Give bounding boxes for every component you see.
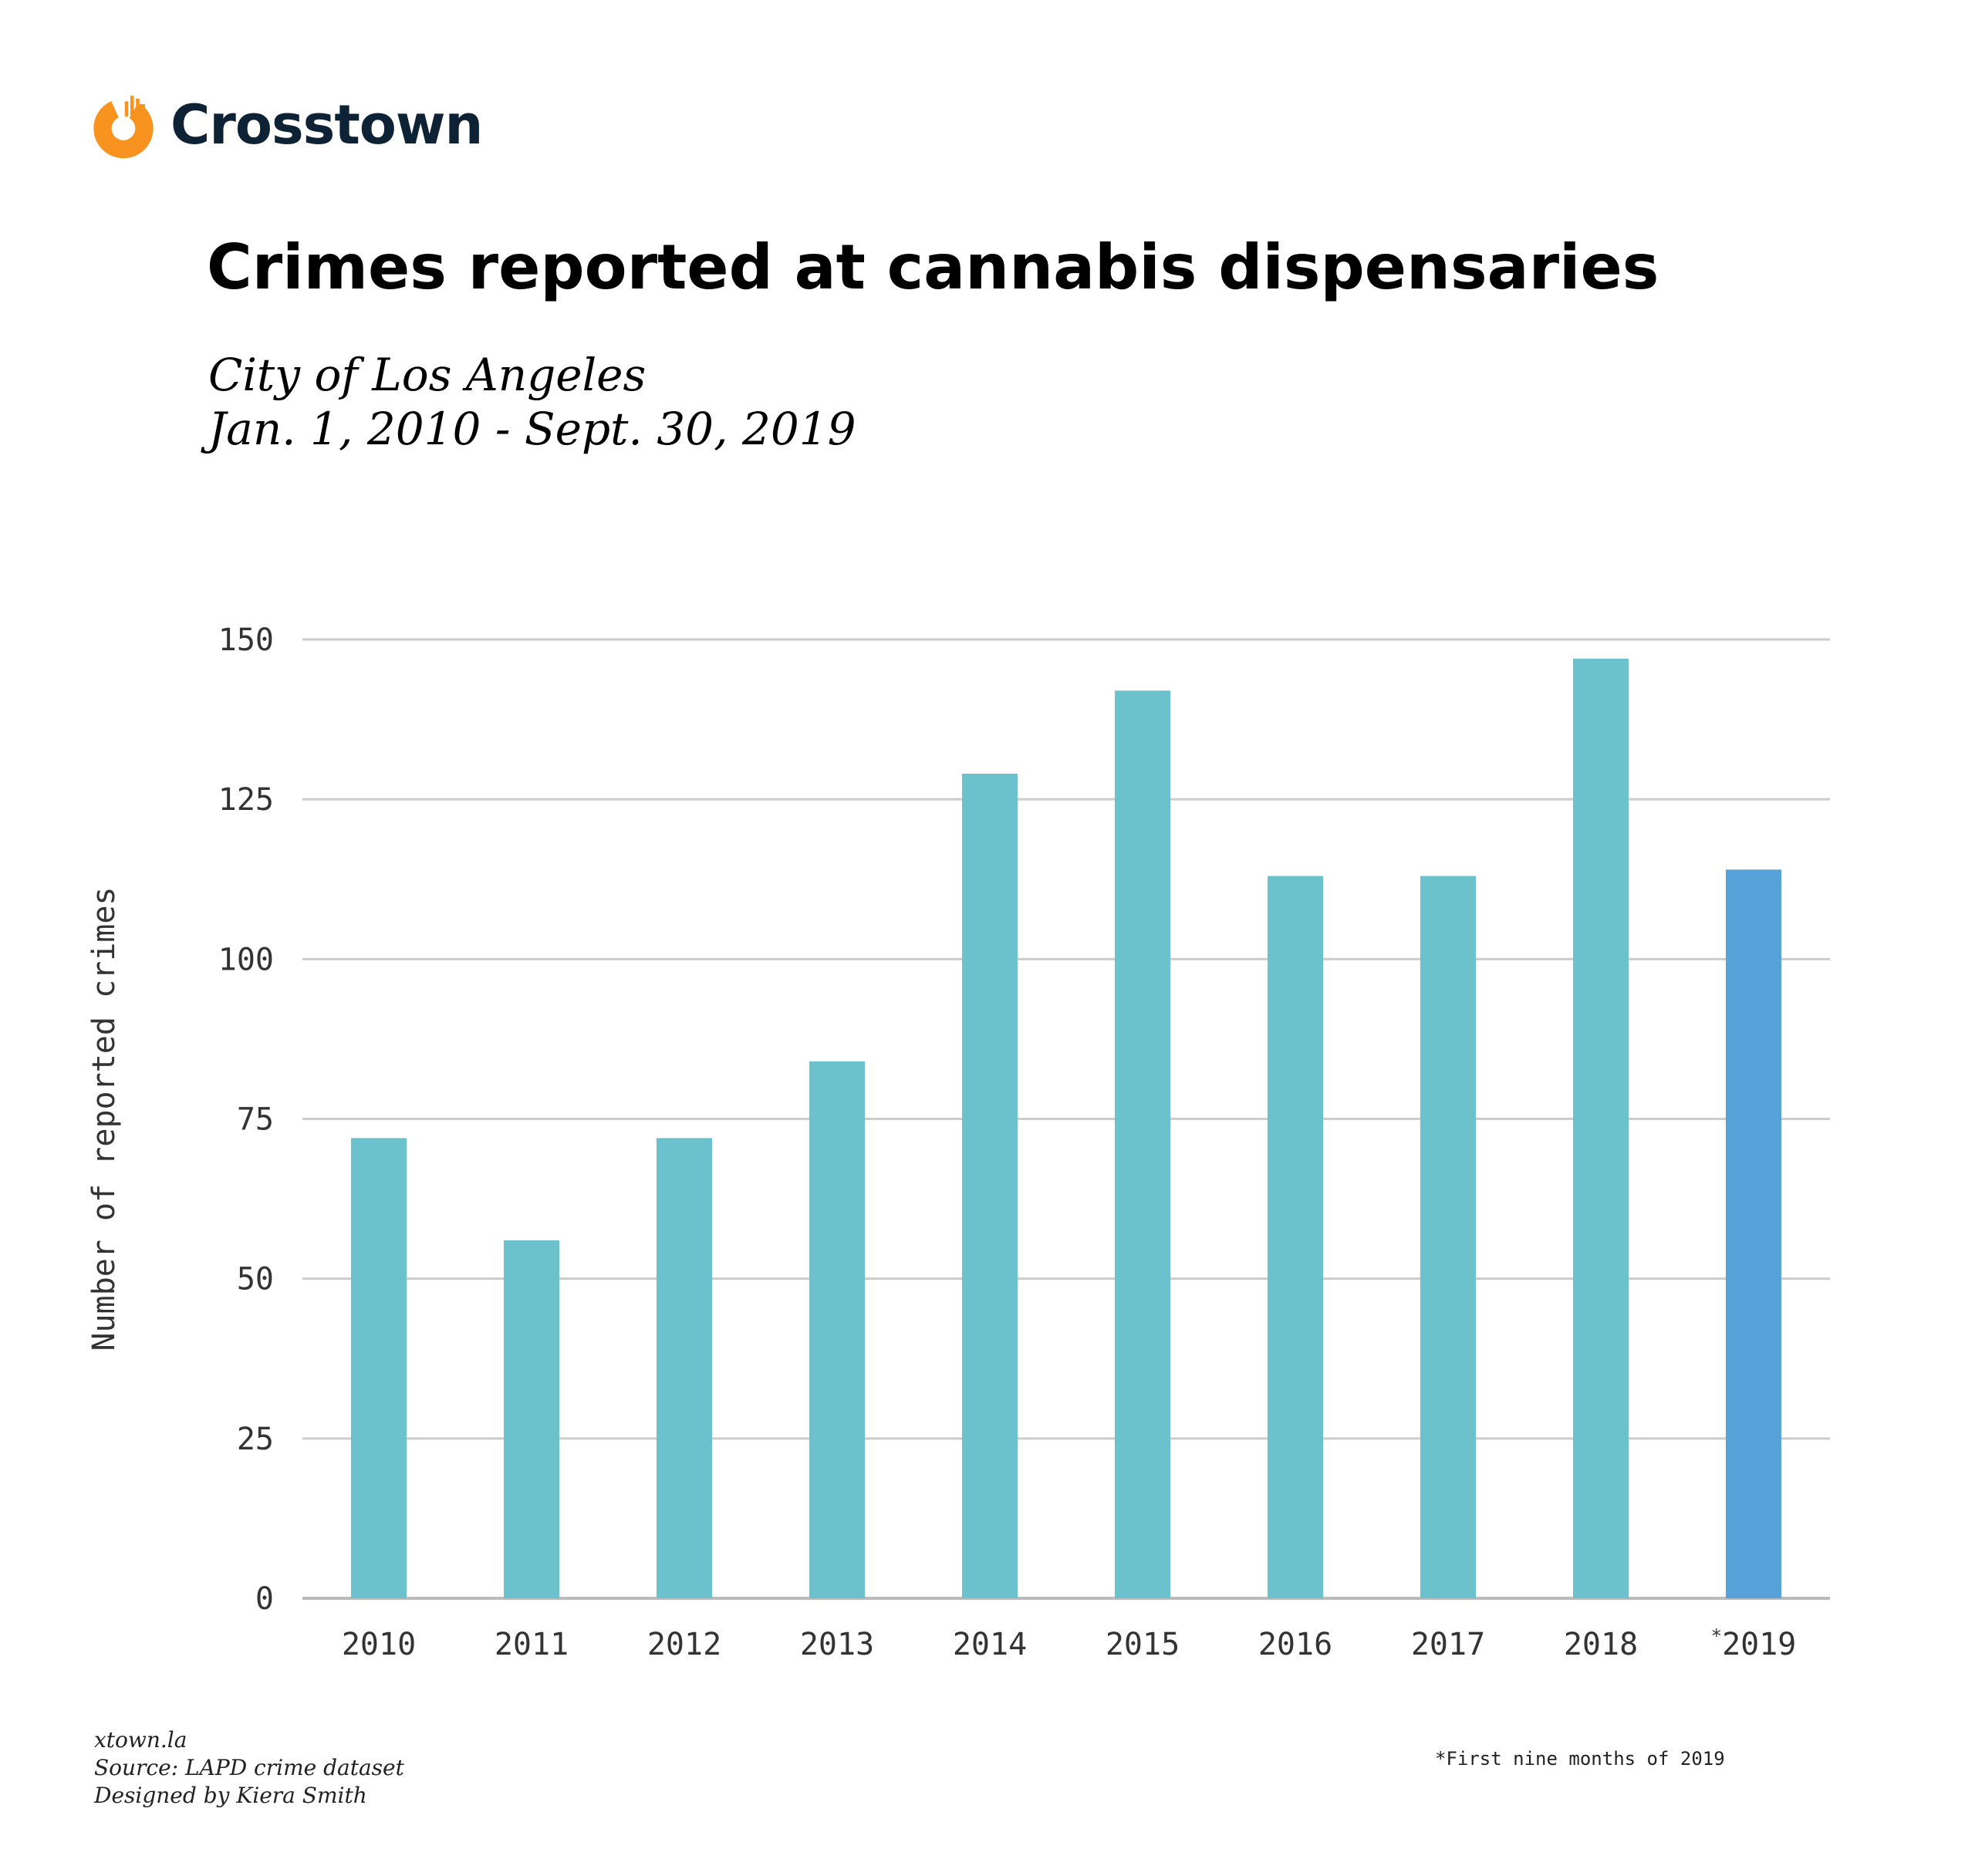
y-tick-label: 75	[237, 1102, 274, 1138]
x-tick-label: 2016	[1258, 1627, 1332, 1662]
y-axis-label: Number of reported crimes	[86, 886, 122, 1351]
x-tick-label: 2014	[953, 1627, 1027, 1662]
x-tick-label: *2019	[1711, 1625, 1797, 1662]
credit-designer: Designed by Kiera Smith	[94, 1783, 367, 1808]
bar-2016	[1268, 876, 1323, 1598]
credit-site: xtown.la	[94, 1727, 187, 1753]
bar-2014	[962, 774, 1018, 1598]
crosstown-logo-icon	[93, 96, 154, 159]
bar-2018	[1573, 658, 1629, 1598]
bar-2017	[1420, 876, 1476, 1598]
bar-2011	[504, 1240, 559, 1598]
chart-title: Crimes reported at cannabis dispensaries	[207, 231, 1659, 303]
bar-2013	[809, 1061, 865, 1598]
bar-2012	[657, 1138, 712, 1598]
brand-logo: Crosstown	[89, 86, 483, 164]
brand-name: Crosstown	[170, 93, 483, 157]
chart-subtitle-location: City of Los Angeles	[208, 349, 647, 401]
y-tick-label: 125	[218, 782, 274, 818]
credit-source: Source: LAPD crime dataset	[94, 1755, 404, 1780]
y-tick-label: 50	[237, 1262, 274, 1297]
bar-2015	[1115, 690, 1170, 1598]
x-tick-label: 2018	[1564, 1627, 1638, 1662]
y-tick-label: 150	[218, 623, 274, 658]
x-tick-label: 2015	[1106, 1627, 1180, 1662]
x-tick-labels: 2010 2011 2012 2013 2014 2015 2016 2017 2018 *201…	[342, 1625, 1797, 1662]
x-tick-label: 2011	[495, 1627, 569, 1662]
chart-subtitle-daterange: Jan. 1, 2010 - Sept. 30, 2019	[208, 403, 856, 455]
x-tick-label: 2017	[1411, 1627, 1485, 1662]
y-tick-label: 0	[255, 1581, 274, 1617]
bar-2010	[351, 1138, 407, 1598]
x-tick-label: 2012	[647, 1627, 721, 1662]
y-tick-label: 25	[237, 1422, 274, 1457]
bar-2019	[1726, 869, 1781, 1598]
y-tick-label: 100	[218, 942, 274, 977]
y-tick-labels: 0 25 50 75 100 125 150	[218, 623, 274, 1617]
x-tick-label: 2013	[800, 1627, 874, 1662]
footnote: *First nine months of 2019	[1435, 1748, 1725, 1770]
bars	[351, 658, 1781, 1598]
credits: xtown.la Source: LAPD crime dataset Desi…	[94, 1726, 404, 1810]
x-tick-label: 2010	[342, 1627, 416, 1662]
